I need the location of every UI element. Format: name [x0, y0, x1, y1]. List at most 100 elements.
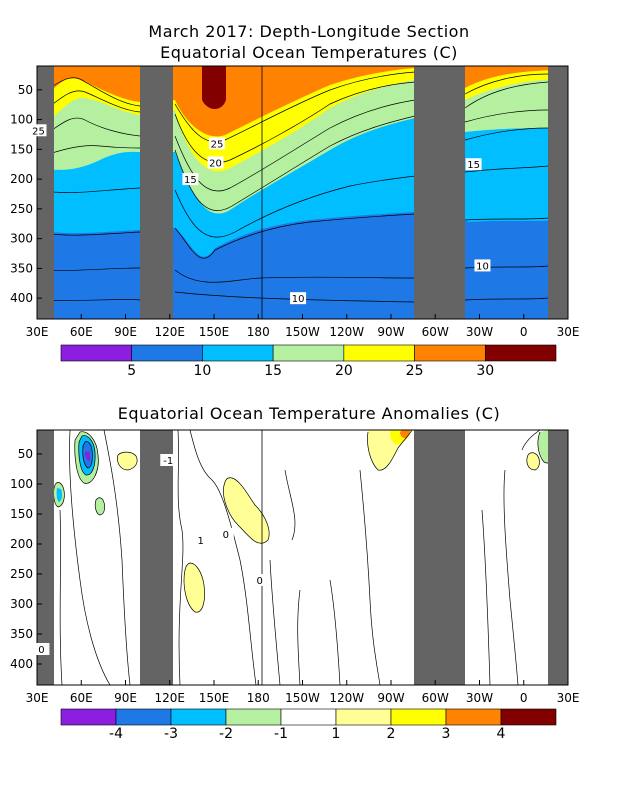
colorbar-swatch — [60, 708, 117, 726]
contour-label-bg — [160, 454, 177, 466]
colorbar-label: -4 — [109, 726, 123, 742]
land-mask-americas — [414, 430, 465, 685]
bottom-land-masks — [37, 430, 568, 685]
contour-label: 15 — [467, 160, 480, 171]
y-tick-label: 300 — [10, 232, 33, 246]
colorbar-label: 30 — [476, 363, 494, 379]
colorbar-swatch — [202, 344, 274, 362]
y-tick-label: 150 — [10, 507, 33, 521]
y-tick-label: 100 — [10, 477, 33, 491]
x-tick-label: 60E — [70, 325, 93, 339]
land-mask-africa — [37, 430, 54, 685]
x-tick-label: 150E — [199, 325, 230, 339]
contour-label-bg — [290, 292, 307, 305]
y-tick-label: 300 — [10, 597, 33, 611]
contour-label: 1 — [198, 536, 204, 547]
contour-label: 0 — [223, 530, 229, 541]
x-tick-label: 30E — [26, 691, 49, 705]
y-tick-label: 150 — [10, 142, 33, 156]
x-tick-label: 120E — [155, 325, 186, 339]
x-tick-label: 30E — [557, 691, 580, 705]
colorbar-swatch — [390, 708, 447, 726]
top-land-masks — [37, 66, 568, 319]
y-tick-label: 200 — [10, 172, 33, 186]
x-tick-label: 180 — [247, 691, 270, 705]
colorbar-swatch — [115, 708, 172, 726]
colorbar-label: -1 — [274, 726, 288, 742]
colorbar-label: 3 — [442, 726, 451, 742]
y-tick-label: 200 — [10, 537, 33, 551]
colorbar-label: 25 — [406, 363, 424, 379]
top-chart-subtitle: Equatorial Ocean Temperatures (C) — [160, 43, 458, 62]
top-y-axis: 50 100 150 200 250 300 350 400 — [10, 83, 42, 305]
contour-label-bg — [251, 574, 268, 586]
bottom-anomaly-field — [37, 430, 568, 685]
contour-label: 0 — [257, 576, 263, 587]
colorbar-swatch — [131, 344, 203, 362]
x-tick-label: 150E — [199, 691, 230, 705]
contour-label: 25 — [32, 126, 45, 137]
y-tick-label: 50 — [18, 447, 33, 461]
anomaly-pos-atlantic — [526, 452, 540, 470]
x-tick-label: 150W — [285, 325, 320, 339]
bottom-chart-title: Equatorial Ocean Temperature Anomalies (… — [117, 404, 501, 423]
x-tick-label: 30E — [26, 325, 49, 339]
x-tick-label: 120E — [155, 691, 186, 705]
top-x-axis: 30E 60E 90E 120E 150E 180 150W 120W 90W 60W 30W 0 30… — [26, 314, 580, 339]
top-contour-labels: 25 25 20 15 10 15 10 — [30, 124, 491, 305]
x-tick-label: 180 — [247, 325, 270, 339]
top-colorbar: 5 10 15 20 25 30 — [60, 344, 557, 379]
contour-label-bg — [217, 527, 234, 540]
top-chart-title: March 2017: Depth-Longitude Section — [148, 22, 470, 41]
colorbar-swatch — [500, 708, 557, 726]
contour-label: 10 — [292, 294, 305, 305]
bottom-x-axis: 30E 60E 90E 120E 150E 180 150W 120W 90W 60W 30W 0 30… — [26, 680, 580, 705]
x-tick-label: 90E — [114, 691, 137, 705]
contour-label-bg — [474, 259, 491, 272]
contour-label: 20 — [209, 158, 222, 169]
land-mask-americas — [414, 66, 465, 319]
colorbar-label: 2 — [387, 726, 396, 742]
colorbar-label: 5 — [127, 363, 136, 379]
x-tick-label: 60W — [422, 325, 449, 339]
bottom-colorbar: -4 -3 -2 -1 1 2 3 4 — [60, 708, 557, 742]
bottom-panel: 30E 60E 90E 120E 150E 180 150W 120W 90W 60W 30W 0 30… — [10, 429, 580, 742]
top-panel: 30E 60E 90E 120E 150E 180 150W 120W 90W 60W 30W 0 30… — [10, 65, 580, 379]
colorbar-label: 1 — [332, 726, 341, 742]
contour-label: 15 — [184, 175, 197, 186]
colorbar-swatch — [60, 344, 133, 362]
colorbar-label: -3 — [164, 726, 178, 742]
anomaly-neg-small — [95, 497, 105, 515]
land-mask-maritime-continent — [140, 430, 173, 685]
colorbar-swatch — [272, 344, 345, 362]
contour-label-bg — [465, 158, 482, 171]
x-tick-label: 150W — [285, 691, 320, 705]
contour-label-bg — [30, 124, 47, 137]
contour-label-bg — [33, 643, 50, 655]
bottom-y-axis: 50 100 150 200 250 300 350 400 — [10, 447, 42, 671]
x-tick-label: 30E — [557, 325, 580, 339]
field-warm-pool — [202, 66, 226, 109]
colorbar-swatch — [414, 344, 486, 362]
land-mask-maritime-continent — [140, 66, 173, 319]
y-tick-label: 350 — [10, 627, 33, 641]
colorbar-swatch — [280, 708, 337, 726]
colorbar-swatch — [170, 708, 227, 726]
x-tick-label: 90W — [377, 691, 404, 705]
field-neutral — [37, 430, 568, 685]
x-tick-label: 30W — [466, 325, 493, 339]
land-mask-africa-east — [548, 66, 568, 319]
y-tick-label: 250 — [10, 567, 33, 581]
anomaly-pos-deep — [184, 563, 205, 613]
colorbar-swatch — [335, 708, 392, 726]
colorbar-label: 10 — [194, 363, 212, 379]
colorbar-label: 20 — [335, 363, 353, 379]
colorbar-swatch — [343, 344, 415, 362]
contour-label: 0 — [38, 645, 44, 656]
y-tick-label: 400 — [10, 291, 33, 305]
y-tick-label: 100 — [10, 113, 33, 127]
x-tick-label: 30W — [466, 691, 493, 705]
top-temperature-field — [37, 66, 568, 319]
anomaly-neg-west-2 — [56, 488, 63, 502]
